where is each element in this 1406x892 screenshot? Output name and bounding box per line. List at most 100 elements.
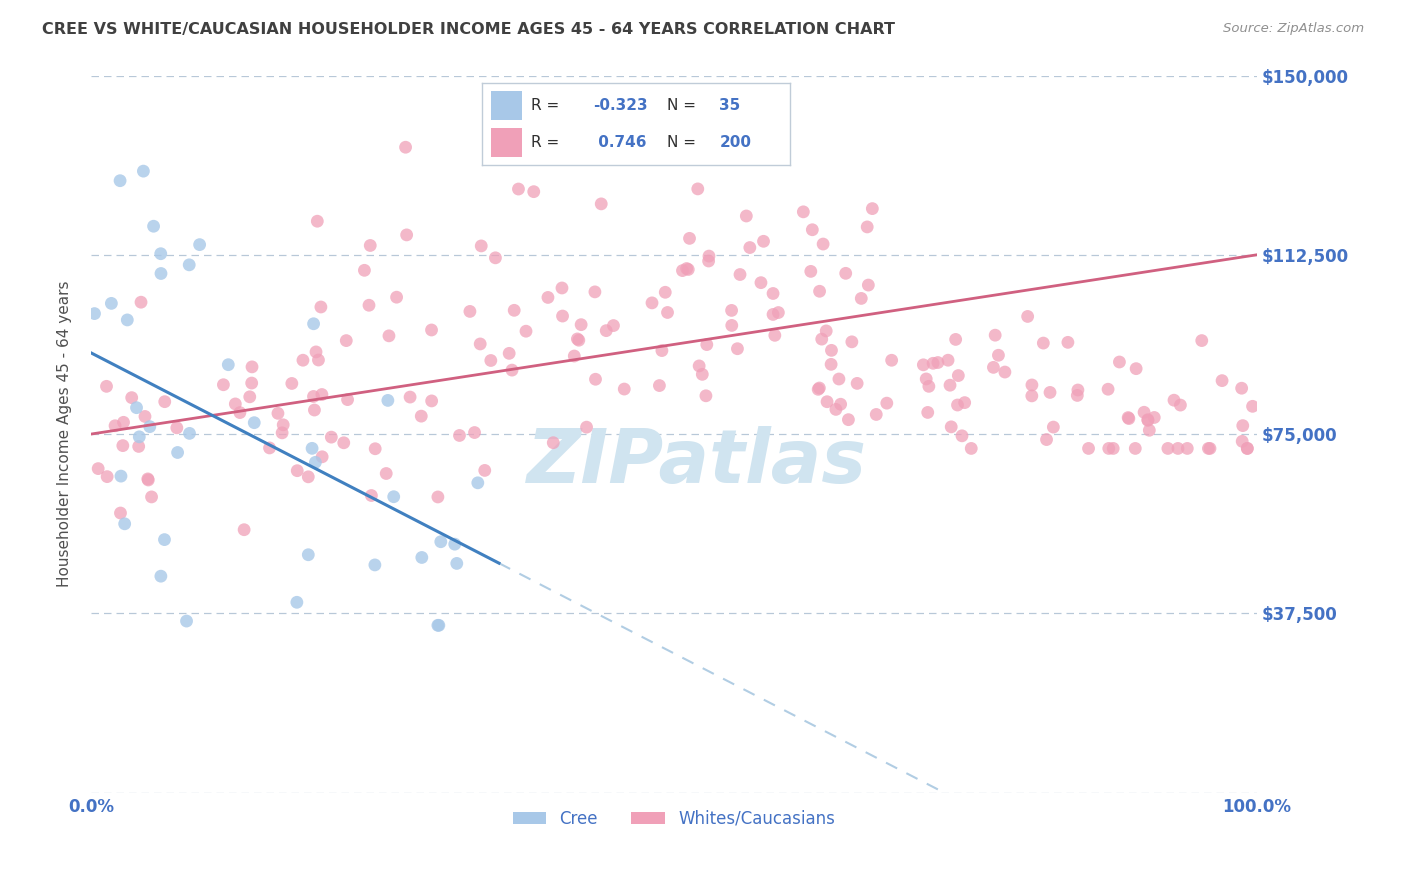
Point [470, 239, 492, 253]
Point [583, 285, 606, 299]
Point [1077, 442, 1099, 456]
Point [474, 463, 496, 477]
Point [752, 235, 775, 249]
Point [139, 419, 162, 434]
Point [810, 332, 832, 346]
Point [394, 140, 416, 154]
Point [1236, 442, 1258, 456]
Point [595, 324, 617, 338]
Point [515, 324, 537, 338]
Point [100, 296, 122, 310]
Point [446, 557, 468, 571]
Point [922, 356, 945, 370]
Point [240, 359, 263, 374]
Point [846, 376, 869, 391]
Point [567, 332, 589, 346]
Point [543, 435, 565, 450]
Point [426, 490, 449, 504]
Point [420, 393, 443, 408]
Text: Source: ZipAtlas.com: Source: ZipAtlas.com [1223, 22, 1364, 36]
Point [1143, 410, 1166, 425]
Point [575, 420, 598, 434]
Legend: Cree, Whites/Caucasians: Cree, Whites/Caucasians [506, 803, 842, 835]
Point [946, 398, 969, 412]
Point [304, 403, 326, 417]
Point [811, 237, 834, 252]
Point [654, 285, 676, 300]
Point [1021, 389, 1043, 403]
Point [132, 164, 155, 178]
Point [678, 231, 700, 245]
Point [671, 263, 693, 277]
Point [498, 346, 520, 360]
Point [259, 441, 281, 455]
Point [311, 450, 333, 464]
Point [233, 523, 256, 537]
Point [569, 318, 592, 332]
Point [395, 227, 418, 242]
Point [860, 202, 883, 216]
Point [114, 516, 136, 531]
Point [984, 328, 1007, 343]
Point [321, 430, 343, 444]
Point [377, 393, 399, 408]
Point [271, 425, 294, 440]
Point [297, 470, 319, 484]
Point [912, 358, 935, 372]
Point [738, 241, 761, 255]
Point [1098, 442, 1121, 456]
Point [697, 249, 720, 263]
Point [304, 455, 326, 469]
Text: ZIPatlas: ZIPatlas [527, 426, 868, 500]
Point [357, 298, 380, 312]
Point [1230, 434, 1253, 449]
Point [364, 442, 387, 456]
Point [503, 303, 526, 318]
Point [399, 390, 422, 404]
Point [104, 418, 127, 433]
Point [675, 261, 697, 276]
Point [1042, 420, 1064, 434]
Point [1197, 442, 1219, 456]
Point [149, 246, 172, 260]
Point [1199, 442, 1222, 456]
Point [307, 353, 329, 368]
Point [749, 276, 772, 290]
Point [654, 140, 676, 154]
Point [1067, 383, 1090, 397]
Point [311, 387, 333, 401]
Point [1157, 442, 1180, 456]
Point [1167, 442, 1189, 456]
Point [336, 392, 359, 407]
Point [427, 618, 450, 632]
Point [1136, 413, 1159, 427]
Point [166, 445, 188, 459]
Point [725, 342, 748, 356]
Point [110, 469, 132, 483]
Point [332, 435, 354, 450]
Point [360, 489, 382, 503]
Point [285, 595, 308, 609]
Point [243, 416, 266, 430]
Y-axis label: Householder Income Ages 45 - 64 years: Householder Income Ages 45 - 64 years [58, 281, 72, 587]
Point [1170, 398, 1192, 412]
Point [112, 415, 135, 429]
Point [808, 381, 831, 395]
Point [1123, 442, 1146, 456]
Point [918, 379, 941, 393]
Point [880, 353, 903, 368]
Point [117, 313, 139, 327]
Point [825, 402, 848, 417]
Point [720, 318, 742, 333]
Point [149, 569, 172, 583]
Point [271, 417, 294, 432]
Point [1017, 310, 1039, 324]
Point [1191, 334, 1213, 348]
Point [762, 286, 785, 301]
Point [267, 406, 290, 420]
Point [426, 618, 449, 632]
Point [792, 204, 814, 219]
Point [142, 219, 165, 234]
Point [936, 353, 959, 368]
Point [420, 323, 443, 337]
